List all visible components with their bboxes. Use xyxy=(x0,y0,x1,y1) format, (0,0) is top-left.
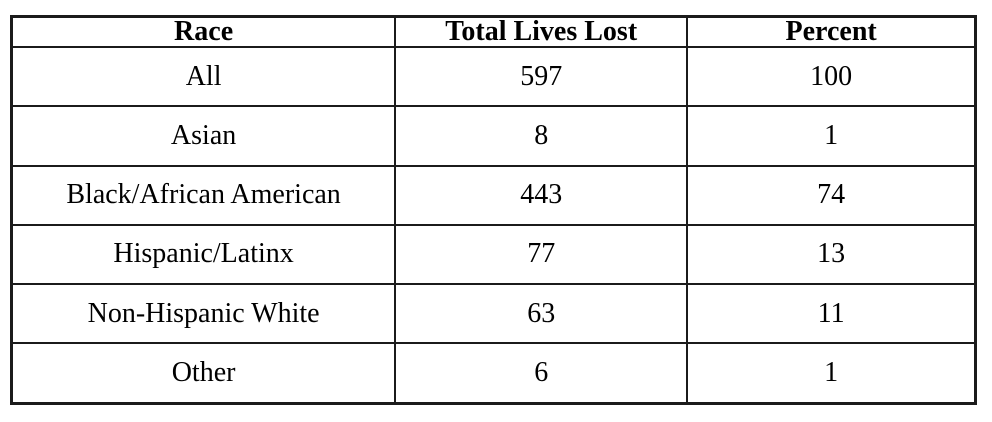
cell-percent: 100 xyxy=(686,45,977,108)
cell-total-lives-lost: 443 xyxy=(394,164,689,226)
table-container: Race Total Lives Lost Percent All 597 10… xyxy=(10,15,977,405)
cell-race: Non-Hispanic White xyxy=(10,282,397,345)
cell-race: Hispanic/Latinx xyxy=(10,223,397,286)
cell-race: Black/African American xyxy=(10,164,397,226)
cell-total-lives-lost: 77 xyxy=(394,223,689,286)
cell-total-lives-lost: 6 xyxy=(394,342,689,405)
cell-total-lives-lost: 8 xyxy=(394,105,689,167)
table-row-hispanic-latinx: Hispanic/Latinx 77 13 xyxy=(10,223,977,286)
column-header-percent: Percent xyxy=(686,15,977,48)
cell-total-lives-lost: 63 xyxy=(394,282,689,345)
cell-race: Other xyxy=(10,342,397,405)
cell-percent: 13 xyxy=(686,223,977,286)
cell-percent: 11 xyxy=(686,282,977,345)
cell-race: Asian xyxy=(10,105,397,167)
table-row-black-african-american: Black/African American 443 74 xyxy=(10,164,977,226)
table-row-asian: Asian 8 1 xyxy=(10,105,977,167)
cell-percent: 1 xyxy=(686,342,977,405)
table-row-non-hispanic-white: Non-Hispanic White 63 11 xyxy=(10,282,977,345)
column-header-total-lives-lost: Total Lives Lost xyxy=(394,15,689,48)
table-row-all: All 597 100 xyxy=(10,45,977,108)
column-header-race: Race xyxy=(10,15,397,48)
header-row: Race Total Lives Lost Percent xyxy=(10,15,977,48)
race-lives-lost-table: Race Total Lives Lost Percent All 597 10… xyxy=(10,15,977,405)
cell-percent: 1 xyxy=(686,105,977,167)
cell-race: All xyxy=(10,45,397,108)
cell-percent: 74 xyxy=(686,164,977,226)
table-row-other: Other 6 1 xyxy=(10,342,977,405)
cell-total-lives-lost: 597 xyxy=(394,45,689,108)
